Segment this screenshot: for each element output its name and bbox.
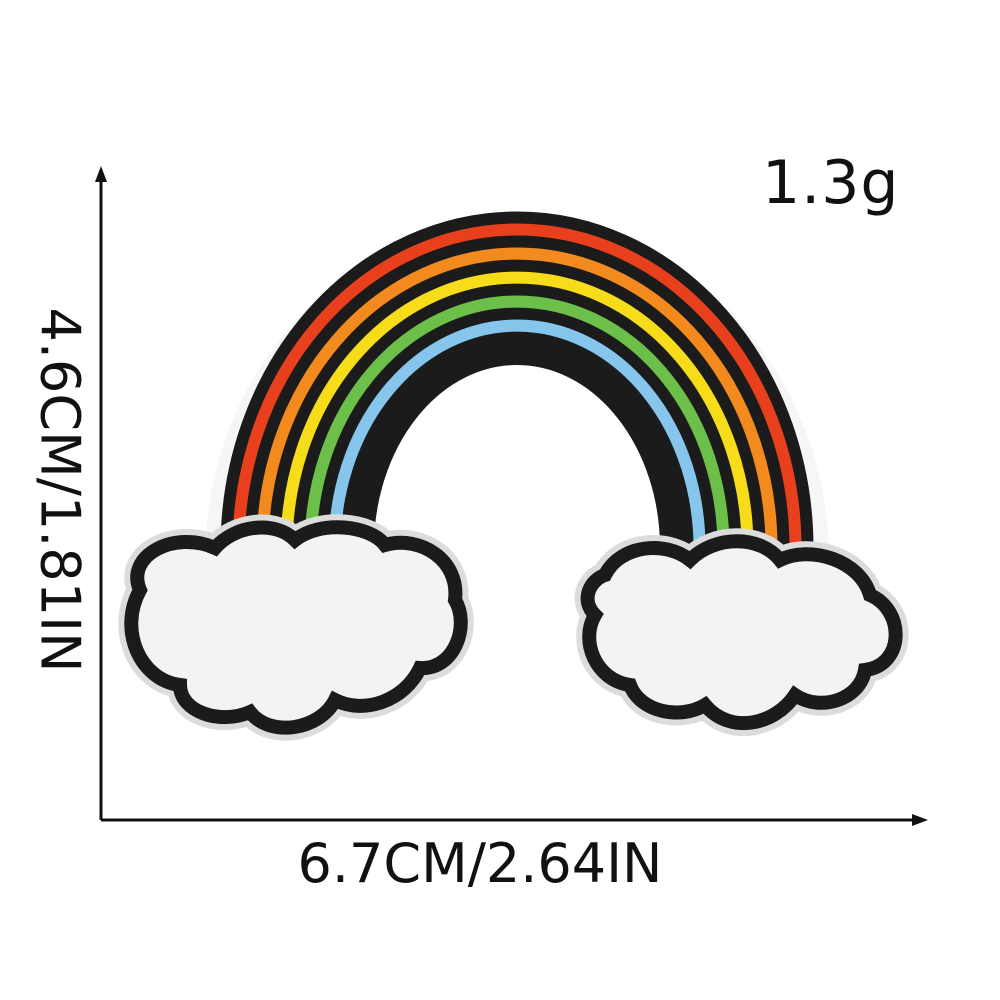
rainbow-band <box>232 223 802 549</box>
rainbow-band <box>256 247 778 549</box>
height-dimension-label: 4.6CM/1.81IN <box>28 307 92 673</box>
weight-label: 1.3g <box>762 148 900 218</box>
width-axis-arrow-icon <box>912 814 928 826</box>
height-axis-arrow-icon <box>95 166 107 182</box>
left-cloud-icon <box>118 514 474 741</box>
rainbow-band <box>220 211 814 549</box>
width-dimension-text: 6.7CM/2.64IN <box>297 832 663 895</box>
rainbow-band <box>244 235 790 549</box>
width-dimension-label: 6.7CM/2.64IN <box>0 832 960 895</box>
right-cloud-icon <box>574 528 909 737</box>
rainbow-band <box>328 319 706 549</box>
rainbow-band <box>280 271 754 549</box>
rainbow-arcs <box>220 211 814 549</box>
rainbow-band <box>292 283 742 549</box>
dimension-axes <box>95 166 928 826</box>
rainbow-band <box>268 259 766 549</box>
rainbow-band <box>304 295 730 549</box>
rainbow-band <box>316 307 718 549</box>
rainbow-inner-border <box>344 335 690 549</box>
